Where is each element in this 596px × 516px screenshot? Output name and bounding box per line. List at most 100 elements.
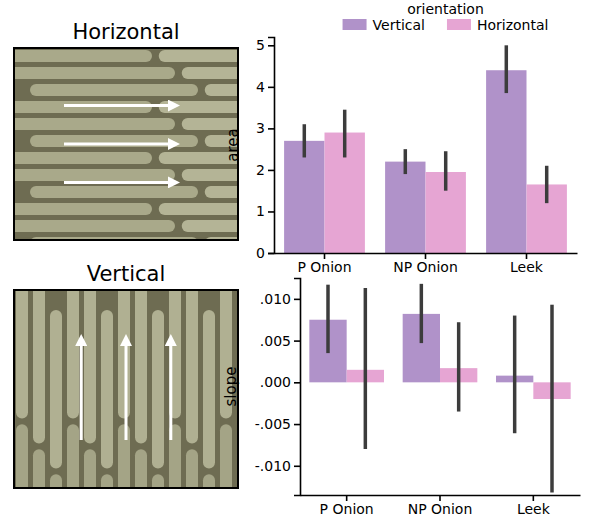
- y-tick: .000: [260, 374, 300, 390]
- y-tick-mark: [294, 340, 300, 342]
- image-stripe: [159, 50, 238, 62]
- y-axis: -.010 -.005 .000 .005 .010: [255, 279, 301, 496]
- image-title: Vertical: [87, 262, 166, 286]
- legend: VerticalHorizontalorientation: [343, 1, 549, 33]
- y-axis-title: slope: [222, 367, 240, 407]
- image-stripe: [186, 290, 198, 443]
- image-stripe: [14, 220, 175, 232]
- plot-area: [284, 45, 567, 253]
- image-stripe: [205, 186, 238, 198]
- image-stripe: [30, 135, 198, 147]
- image-stripe: [159, 203, 238, 215]
- image-title: Horizontal: [72, 20, 179, 44]
- x-tick: Leek: [510, 253, 544, 275]
- x-tick-label: P Onion: [320, 501, 374, 516]
- error-bar: [505, 45, 509, 93]
- y-tick-label: .010: [260, 291, 291, 307]
- image-stripe: [220, 424, 232, 488]
- bar-chart: 0 1 2 3 4 5 P Onion NP Onion Leek area Vertical Hor…: [224, 1, 578, 275]
- image-arrow: [169, 340, 172, 440]
- image-stripe: [182, 220, 238, 232]
- legend-swatch: [447, 19, 471, 30]
- x-tick: P Onion: [320, 495, 374, 516]
- image-stripe: [14, 152, 152, 164]
- image-stripe: [186, 449, 198, 488]
- image-stripe: [14, 50, 152, 62]
- image-frame: [14, 48, 238, 240]
- y-tick-label: 3: [256, 120, 265, 136]
- image-stripe: [67, 424, 79, 488]
- y-tick: .010: [260, 291, 300, 307]
- image-stripe: [152, 310, 164, 468]
- y-tick-mark: [268, 170, 274, 172]
- image-stripe: [67, 290, 79, 418]
- image-frame: [14, 290, 238, 488]
- bar-chart: -.010 -.005 .000 .005 .010 P Onion NP Onion Lee…: [222, 279, 581, 516]
- image-stripe: [135, 290, 147, 443]
- image-stripe: [50, 310, 62, 468]
- y-tick-label: 0: [256, 245, 265, 261]
- legend-label: Horizontal: [477, 17, 548, 33]
- image-stripe: [118, 424, 130, 488]
- error-bar: [343, 110, 347, 158]
- error-bar: [545, 166, 549, 203]
- image-stripe: [14, 203, 152, 215]
- y-tick-label: .000: [260, 374, 291, 390]
- image-stripe: [203, 310, 215, 468]
- error-bar: [457, 322, 461, 411]
- image-stripe: [30, 186, 198, 198]
- plot-area: [309, 284, 570, 493]
- y-tick-label: 2: [256, 162, 265, 178]
- image-stripe: [152, 474, 164, 488]
- y-tick-mark: [294, 465, 300, 467]
- y-tick-mark: [268, 211, 274, 213]
- y-tick-mark: [294, 424, 300, 426]
- x-tick-label: P Onion: [297, 259, 351, 275]
- y-axis-line: [268, 38, 275, 254]
- legend-label: Vertical: [373, 17, 425, 33]
- error-bar: [303, 124, 307, 157]
- image-stripe: [50, 474, 62, 488]
- y-tick: 5: [256, 37, 274, 53]
- y-tick-mark: [268, 253, 274, 255]
- image-arrow: [80, 340, 83, 440]
- image-stripe: [118, 290, 130, 418]
- y-tick-mark: [268, 128, 274, 130]
- image-arrow: [125, 340, 128, 440]
- image-stripe: [135, 449, 147, 488]
- image-stripe: [16, 290, 28, 418]
- image-arrow: [64, 181, 174, 184]
- image-arrow: [64, 143, 174, 146]
- y-tick: 2: [256, 162, 274, 178]
- y-tick: .005: [260, 333, 300, 349]
- y-tick-label: 1: [256, 203, 265, 219]
- image-stripe: [14, 67, 175, 79]
- y-tick-label: -.005: [255, 416, 291, 432]
- y-tick-mark: [294, 382, 300, 384]
- y-tick-mark: [268, 45, 274, 47]
- y-tick-mark: [268, 87, 274, 89]
- y-tick: 0: [256, 245, 274, 261]
- image-stripe: [182, 67, 238, 79]
- error-bar: [513, 316, 517, 434]
- y-tick: -.010: [255, 458, 300, 474]
- x-tick-label: NP Onion: [408, 501, 473, 516]
- image-panel: [14, 48, 238, 240]
- image-stripe: [205, 84, 238, 96]
- y-axis-title: area: [224, 128, 242, 161]
- error-bar: [550, 305, 554, 493]
- image-stripe: [16, 424, 28, 488]
- legend-item: Vertical: [343, 17, 425, 33]
- image-stripe: [84, 449, 96, 488]
- image-stripe: [84, 290, 96, 443]
- legend-swatch: [343, 19, 367, 30]
- bar: [385, 162, 425, 253]
- x-tick: NP Onion: [393, 253, 458, 275]
- x-tick: Leek: [517, 495, 551, 516]
- image-stripe: [14, 169, 175, 181]
- error-bar: [326, 285, 330, 353]
- y-tick-label: 4: [256, 79, 265, 95]
- bar: [486, 70, 526, 253]
- image-stripe: [101, 474, 113, 488]
- image-stripe: [33, 449, 45, 488]
